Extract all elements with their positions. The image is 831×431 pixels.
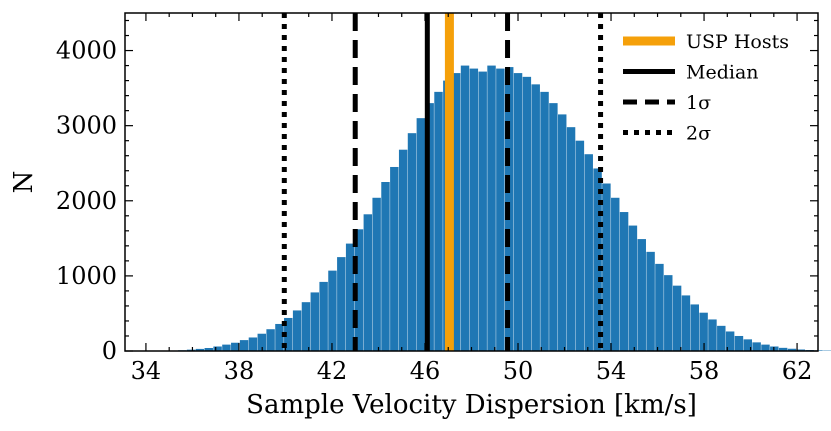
x-tick-label: 58 xyxy=(689,357,720,385)
histogram-bar xyxy=(292,310,302,351)
x-tick-label: 46 xyxy=(410,357,441,385)
histogram-bar xyxy=(301,302,311,351)
histogram-bar xyxy=(496,68,505,352)
histogram-bar xyxy=(699,312,708,351)
legend-label: Median xyxy=(686,62,759,84)
histogram-bar xyxy=(337,257,346,351)
histogram-bar xyxy=(725,331,735,351)
histogram-bar xyxy=(363,214,373,351)
histogram-bar xyxy=(566,127,576,352)
x-tick-label: 54 xyxy=(596,357,627,385)
histogram-bar xyxy=(460,65,470,352)
histogram-bar xyxy=(637,239,646,351)
histogram-bar xyxy=(407,133,417,351)
x-tick-label: 34 xyxy=(131,357,162,385)
histogram-bar xyxy=(646,251,655,351)
legend-label: 2σ xyxy=(686,123,711,145)
histogram-bar xyxy=(611,197,620,351)
histogram-bar xyxy=(398,149,408,351)
histogram-bar xyxy=(602,183,611,351)
histogram-bar xyxy=(655,263,664,351)
histogram-bar xyxy=(761,344,770,351)
x-axis-ticks: 34 38 42 46 50 54 58 62 xyxy=(131,13,813,385)
x-tick-label: 38 xyxy=(224,357,255,385)
reference-lines xyxy=(281,13,604,351)
histogram-bar xyxy=(284,317,293,351)
legend-label: USP Hosts xyxy=(686,31,789,53)
histogram-bar xyxy=(195,348,205,351)
histogram-bar xyxy=(222,344,231,351)
histogram-bar xyxy=(451,73,461,351)
histogram-bar xyxy=(787,348,797,351)
histogram-bar xyxy=(328,270,337,351)
histogram-bar xyxy=(531,84,540,351)
histogram-bar xyxy=(584,154,593,351)
histogram-bar xyxy=(310,292,320,351)
histogram-bar xyxy=(372,197,381,351)
histogram-bar xyxy=(558,114,567,352)
histogram-bar xyxy=(275,323,284,351)
histogram-bar xyxy=(248,337,258,351)
histogram-bar xyxy=(266,329,275,351)
x-axis-label: Sample Velocity Dispersion [km/s] xyxy=(246,390,697,420)
y-axis-ticks: 0 1000 2000 3000 4000 xyxy=(56,19,818,365)
histogram-bar xyxy=(522,76,532,351)
histogram-bar xyxy=(628,225,638,351)
histogram-bar xyxy=(390,166,399,351)
histogram-bar xyxy=(469,68,479,352)
histogram-bar xyxy=(708,319,717,351)
histogram-bar xyxy=(619,212,629,351)
histogram-bar xyxy=(575,140,585,351)
histogram-bar xyxy=(540,91,549,351)
histogram-bar xyxy=(549,103,558,351)
y-tick-label: 3000 xyxy=(56,112,117,140)
histogram-bar xyxy=(478,71,487,351)
histogram-bar xyxy=(319,281,328,351)
histogram-bar xyxy=(354,229,364,351)
histogram-bar xyxy=(513,73,523,351)
histogram-bar xyxy=(345,243,355,351)
y-axis-label: N xyxy=(9,171,39,194)
x-tick-label: 50 xyxy=(503,357,534,385)
histogram-bar xyxy=(487,65,496,352)
histogram-bar xyxy=(257,333,266,351)
y-tick-label: 4000 xyxy=(56,37,117,65)
histogram-bar xyxy=(593,168,602,351)
y-tick-label: 0 xyxy=(102,337,117,365)
histogram-bar xyxy=(434,91,443,351)
histogram-bar xyxy=(213,346,222,351)
histogram-bar xyxy=(690,304,699,351)
histogram-bar xyxy=(664,275,673,351)
histogram-bar xyxy=(231,342,240,351)
histogram-bar xyxy=(743,339,753,351)
histogram-bar xyxy=(778,347,788,351)
histogram-bar xyxy=(416,118,426,352)
histogram-bar xyxy=(204,347,213,351)
histogram-bar xyxy=(796,349,806,351)
histogram-bar xyxy=(752,342,761,351)
histogram-bars xyxy=(169,65,831,352)
histogram-bar xyxy=(672,285,682,351)
legend: USP Hosts Median 1σ 2σ xyxy=(623,31,789,145)
histogram-bar xyxy=(681,295,691,351)
y-tick-label: 2000 xyxy=(56,187,117,215)
x-tick-label: 42 xyxy=(317,357,348,385)
histogram-bar xyxy=(717,325,726,351)
x-tick-label: 62 xyxy=(782,357,813,385)
histogram-bar xyxy=(381,182,390,351)
y-tick-label: 1000 xyxy=(56,262,117,290)
legend-label: 1σ xyxy=(686,92,711,114)
histogram-bar xyxy=(734,335,744,351)
histogram-bar xyxy=(239,340,249,351)
